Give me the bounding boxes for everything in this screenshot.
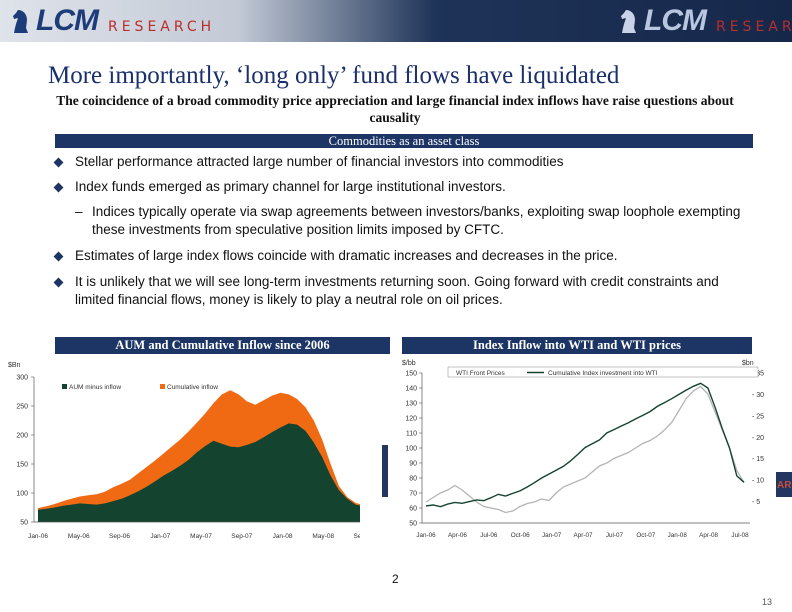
chart1-ytick-label: 200 bbox=[16, 433, 28, 440]
logo-lcm-text-right: LCM bbox=[644, 4, 707, 37]
chart2-y2label: $bn bbox=[742, 360, 754, 367]
chart2-xtick-label: Apr-07 bbox=[574, 532, 593, 539]
chart2-ytick-label: 140 bbox=[405, 386, 417, 393]
legend-swatch-inflow bbox=[160, 384, 165, 389]
lcm-logo-left: LCM RESEARCH bbox=[10, 4, 216, 37]
chart2-xtick-label: Jan-07 bbox=[542, 532, 562, 539]
legend-box bbox=[447, 366, 759, 378]
chart2-ytick-label: 130 bbox=[405, 401, 417, 408]
chart2-legend: WTI Front Prices Cumulative Index invest… bbox=[447, 366, 759, 378]
slide-number: 13 bbox=[762, 597, 773, 607]
lcm-logo-right: LCM RESEAR bbox=[618, 4, 792, 37]
series-cumulative-index-investment bbox=[425, 382, 745, 508]
legend-label-aum: AUM minus inflow bbox=[69, 384, 121, 391]
bullet-text: Estimates of large index flows coincide … bbox=[75, 248, 618, 263]
chart1-xtick-label: May-07 bbox=[190, 533, 212, 540]
legend-label-index: Cumulative Index investment into WTI bbox=[548, 370, 658, 377]
chart2-y2tick-label: - 10 bbox=[752, 478, 764, 485]
slide-subtitle: The coincidence of a broad commodity pri… bbox=[56, 93, 734, 125]
chart1-legend: AUM minus inflow Cumulative inflow bbox=[62, 384, 218, 391]
series-wti-front-prices bbox=[425, 385, 745, 514]
wti-chart: $/bb $bn 50 60 70 80 90 100 110 120 130 140 150 - 5… bbox=[402, 360, 764, 539]
chart1-title: AUM and Cumulative Inflow since 2006 bbox=[55, 337, 390, 354]
chart2-xtick-label: Jul-07 bbox=[606, 532, 624, 539]
page-number: 2 bbox=[392, 572, 399, 586]
chart1-xtick-label: Jan-07 bbox=[150, 533, 170, 540]
background-sliver-right bbox=[776, 472, 792, 497]
chart2-ytick-label: 110 bbox=[406, 431, 417, 438]
logo-research-text: RESEARCH bbox=[107, 19, 216, 35]
chart2-ytick-label: 60 bbox=[409, 506, 417, 513]
chart1-ytick-label: 100 bbox=[16, 491, 28, 498]
chart2-y2tick-label: - 30 bbox=[752, 392, 764, 399]
chart1-ytick-label: 150 bbox=[16, 462, 28, 469]
chart2-y2tick-label: - 20 bbox=[752, 435, 764, 442]
logo-lcm-text: LCM bbox=[36, 4, 99, 37]
chart1-xtick-label: Jan-06 bbox=[28, 533, 48, 540]
knight-icon bbox=[13, 10, 28, 33]
chart2-ytick-label: 120 bbox=[405, 416, 417, 423]
chart1-ytick-label: 300 bbox=[16, 375, 28, 382]
logo-research-text-right: RESEAR bbox=[715, 19, 792, 35]
chart2-ytick-label: 70 bbox=[409, 491, 417, 498]
knight-icon-right bbox=[621, 10, 636, 33]
legend-label-inflow: Cumulative inflow bbox=[167, 384, 218, 391]
chart2-xtick-label: Jul-06 bbox=[480, 532, 498, 539]
chart2-xtick-label: Jul-08 bbox=[731, 532, 749, 539]
chart2-xtick-label: Jan-06 bbox=[416, 532, 436, 539]
chart2-ytick-label: 150 bbox=[405, 371, 417, 378]
bullet-text: Index funds emerged as primary channel f… bbox=[75, 179, 506, 194]
slide-title: More importantly, ‘long only’ fund flows… bbox=[48, 62, 620, 89]
section-header: Commodities as an asset class bbox=[55, 134, 753, 148]
bullet-text: Indices typically operate via swap agree… bbox=[92, 204, 741, 237]
diamond-bullet-icon bbox=[53, 277, 64, 288]
chart2-y2tick-label: - 25 bbox=[752, 413, 764, 420]
series-aum-minus-inflow bbox=[38, 423, 360, 522]
bullet-text: Stellar performance attracted large numb… bbox=[75, 154, 564, 169]
dash-bullet: – bbox=[75, 204, 83, 219]
chart2-ytick-label: 100 bbox=[405, 446, 417, 453]
diamond-bullet-icon bbox=[53, 157, 64, 168]
diamond-bullet-icon bbox=[53, 182, 64, 193]
background-fragment-text: AR bbox=[777, 480, 792, 491]
chart1-ytick-label: 250 bbox=[16, 404, 28, 411]
header-banner: LCM RESEARCH LCM RESEAR bbox=[0, 0, 792, 42]
chart2-ytick-label: 90 bbox=[409, 461, 417, 468]
chart2-xtick-label: Oct-06 bbox=[511, 532, 530, 539]
background-sliver bbox=[382, 445, 388, 497]
chart2-xtick-label: Jan-08 bbox=[668, 532, 688, 539]
chart1-xtick-label: Jan-08 bbox=[273, 533, 293, 540]
chart2-y2tick-label: - 5 bbox=[752, 499, 760, 506]
chart2-ytick-label: 80 bbox=[409, 476, 417, 483]
chart1-xtick-label: Sep-06 bbox=[109, 533, 130, 540]
chart2-ytick-label: 50 bbox=[409, 521, 417, 528]
chart1-ytick-label: 50 bbox=[20, 520, 28, 527]
chart2-xtick-label: Apr-08 bbox=[699, 532, 718, 539]
chart2-title: Index Inflow into WTI and WTI prices bbox=[402, 337, 752, 354]
chart2-y2tick-label: - 15 bbox=[752, 456, 764, 463]
chart1-ylabel: $Bn bbox=[8, 362, 21, 369]
chart2-ylabel: $/bb bbox=[402, 360, 416, 367]
chart1-xtick-label: May-06 bbox=[68, 533, 90, 540]
chart1-xtick-label: Sep-08 bbox=[354, 533, 360, 540]
chart1-xtick-label: Sep-07 bbox=[231, 533, 252, 540]
diamond-bullet-icon bbox=[53, 251, 64, 262]
aum-chart: $Bn 50 100 150 200 250 300 Jan-06 May-06 Sep-06 J… bbox=[8, 362, 360, 540]
chart2-xtick-label: Apr-06 bbox=[448, 532, 467, 539]
chart2-xtick-label: Oct-07 bbox=[636, 532, 655, 539]
chart1-xtick-label: May-08 bbox=[312, 533, 334, 540]
bullet-text: It is unlikely that we will see long-ter… bbox=[75, 274, 719, 307]
legend-label-wti: WTI Front Prices bbox=[456, 370, 506, 377]
legend-swatch-aum bbox=[62, 384, 67, 389]
